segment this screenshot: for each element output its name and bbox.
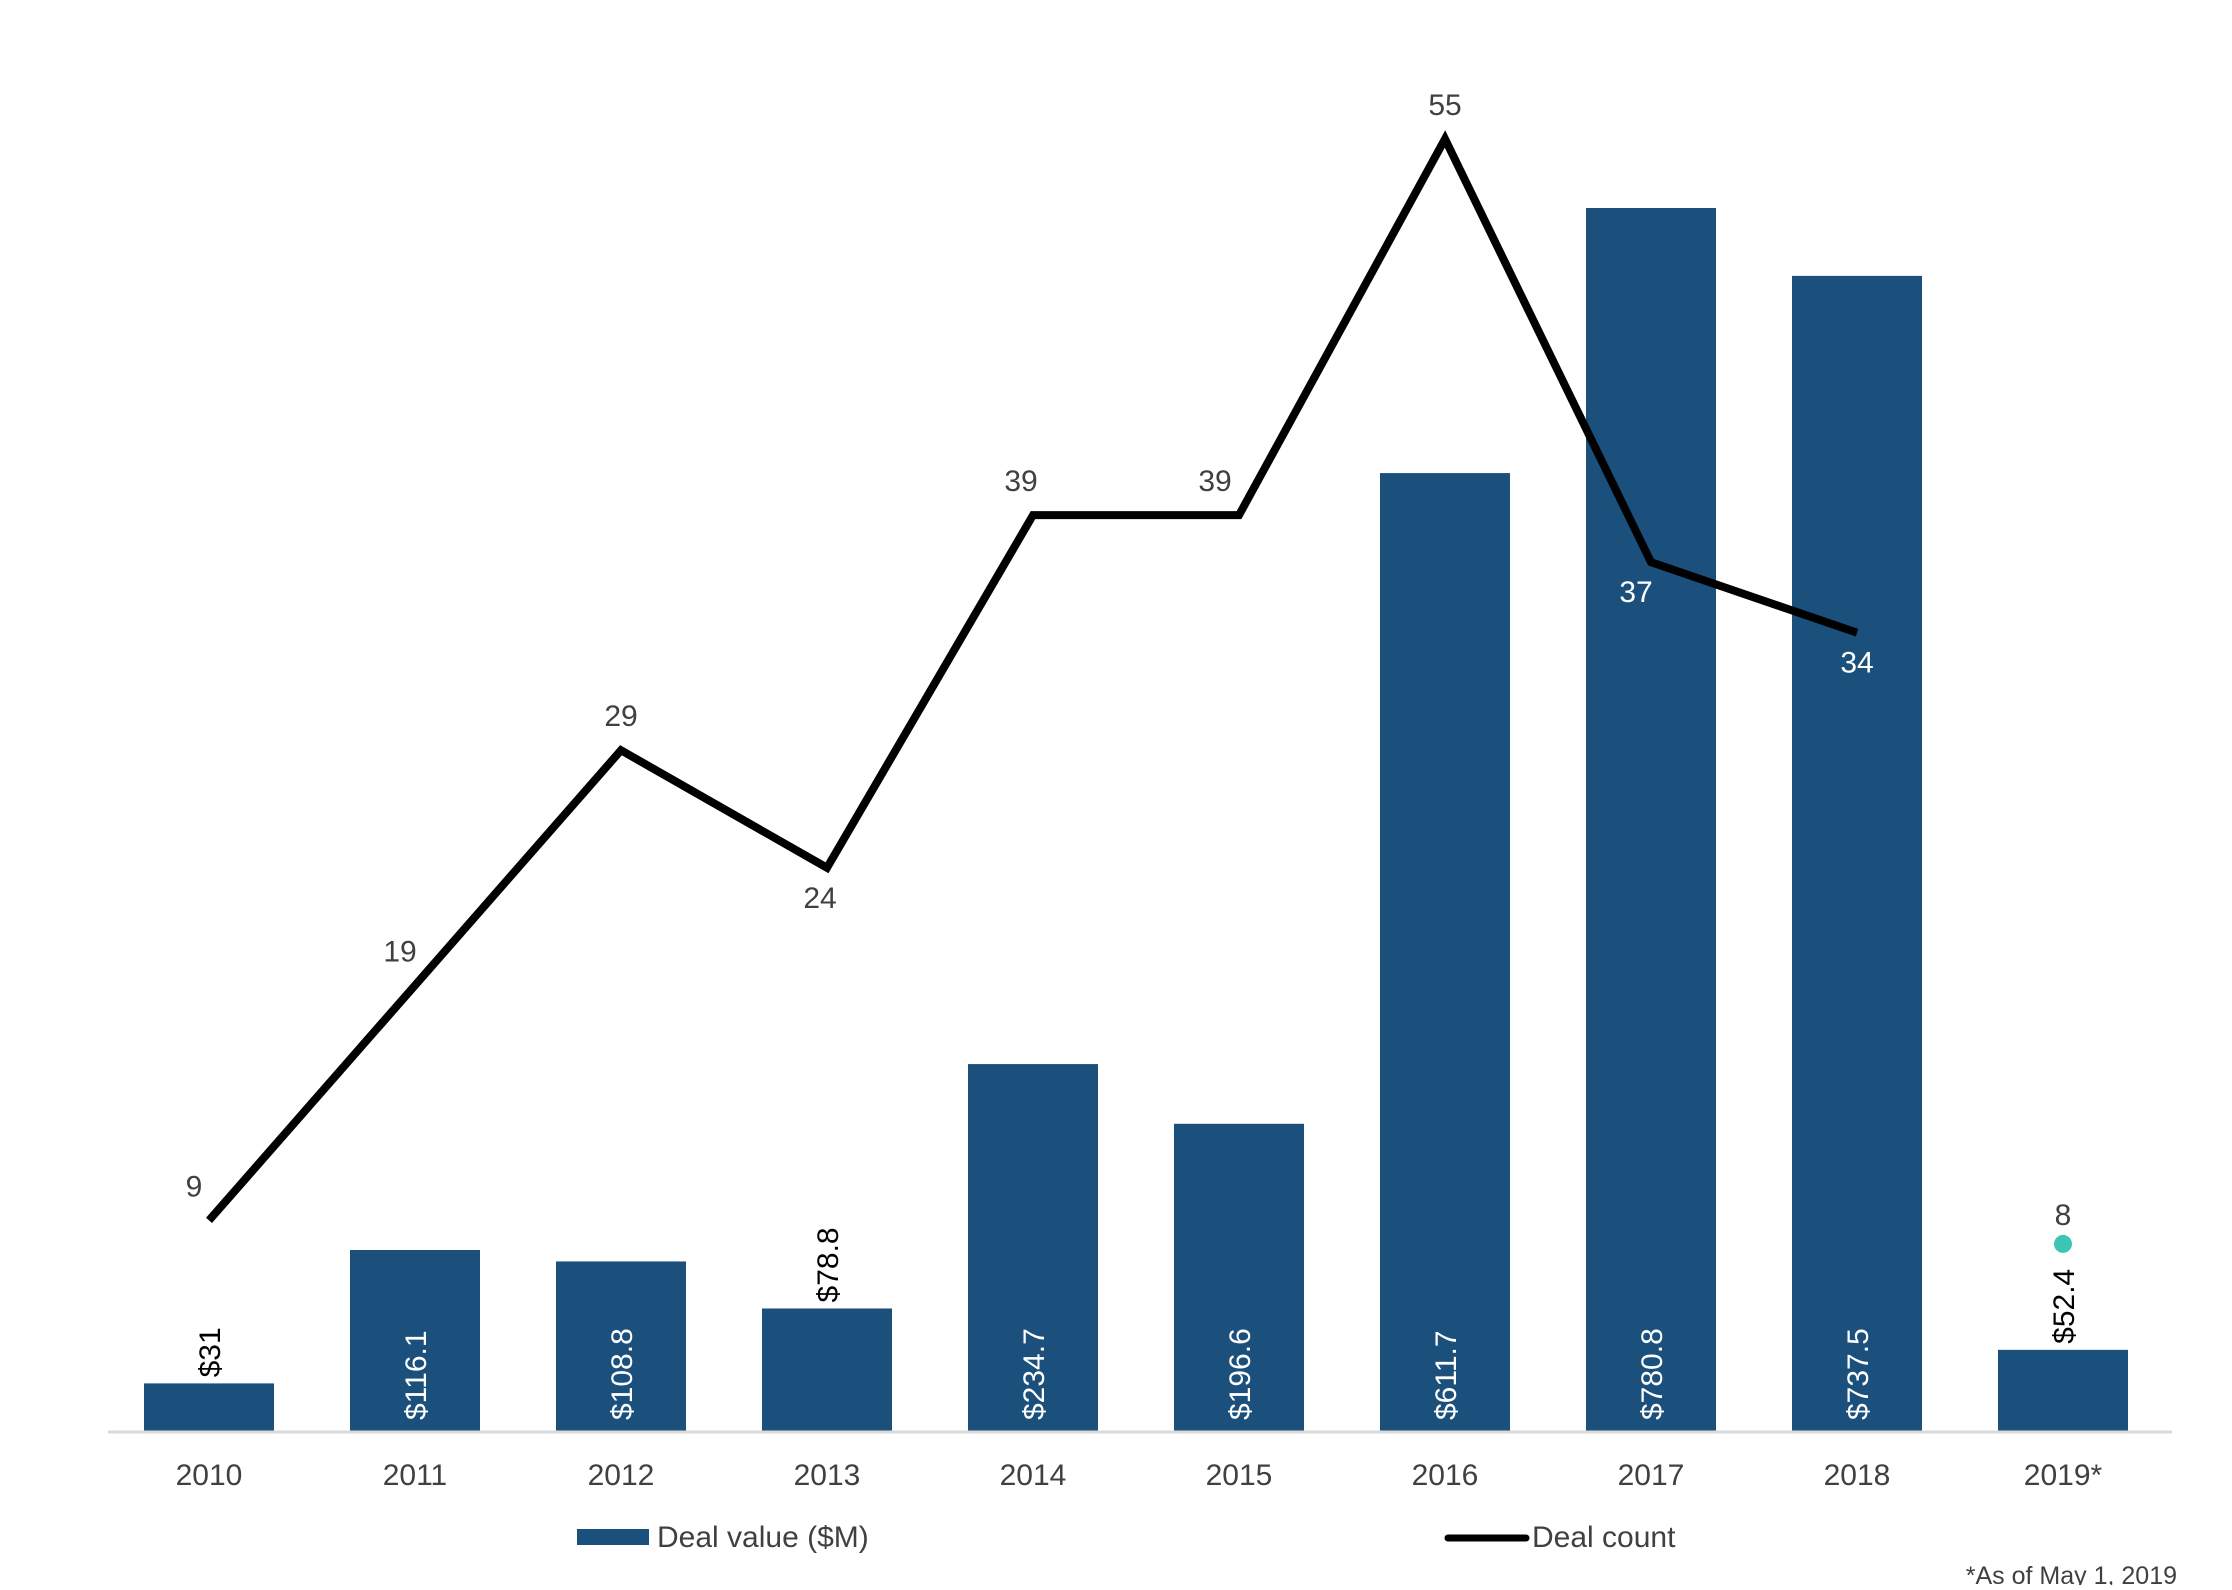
bar-value-label-2016: $611.7 — [1430, 1330, 1463, 1420]
bar-2017 — [1586, 208, 1716, 1432]
bar-value-label-2015: $196.6 — [1224, 1328, 1257, 1420]
x-tick-label-2011: 2011 — [383, 1459, 448, 1492]
bar-2019* — [1998, 1349, 2128, 1432]
bar-2012 — [556, 1261, 686, 1432]
x-tick-label-2013: 2013 — [794, 1459, 861, 1492]
labels-layer: $31 $116.1 $108.8 $78.8 $234.7 $196.6 $611.7 $7… — [186, 89, 2081, 1420]
bar-value-label-2012: $108.8 — [606, 1328, 639, 1420]
count-point-label-2019*: 8 — [2055, 1199, 2072, 1232]
line-layer — [205, 130, 2072, 1253]
count-label-2016: 55 — [1428, 89, 1461, 122]
count-label-2013: 24 — [803, 882, 836, 915]
deal-count-line — [205, 130, 1859, 1224]
x-tick-label-2014: 2014 — [1000, 1459, 1067, 1492]
bar-value-label-2013: $78.8 — [812, 1227, 845, 1302]
legend-bar-swatch — [577, 1529, 649, 1545]
bar-value-label-2011: $116.1 — [400, 1330, 433, 1420]
footnote: *As of May 1, 2019 — [1966, 1562, 2177, 1585]
bar-2010 — [144, 1383, 274, 1432]
bar-2011 — [350, 1249, 480, 1432]
count-label-2014: 39 — [1004, 465, 1037, 498]
bars-layer — [144, 208, 2128, 1433]
bar-2016 — [1380, 473, 1510, 1432]
x-tick-label-2018: 2018 — [1824, 1459, 1891, 1492]
legend: Deal value ($M) Deal count — [577, 1521, 1676, 1554]
x-tick-label-2019*: 2019* — [2024, 1459, 2103, 1492]
count-label-2017: 37 — [1619, 576, 1652, 609]
bar-value-label-2014: $234.7 — [1018, 1328, 1051, 1420]
x-tick-label-2017: 2017 — [1618, 1459, 1685, 1492]
count-point-2019* — [2054, 1234, 2072, 1253]
x-tick-label-2015: 2015 — [1206, 1459, 1273, 1492]
bar-2013 — [762, 1308, 892, 1432]
count-label-2012: 29 — [604, 700, 637, 733]
count-label-2018: 34 — [1840, 647, 1873, 680]
x-tick-label-2012: 2012 — [588, 1459, 655, 1492]
bar-value-label-2010: $31 — [194, 1327, 227, 1377]
count-label-2010: 9 — [186, 1170, 203, 1203]
bar-value-label-2018: $737.5 — [1842, 1328, 1875, 1420]
count-label-2011: 19 — [383, 935, 416, 968]
bar-2018 — [1792, 275, 1922, 1433]
legend-line-label: Deal count — [1532, 1521, 1676, 1554]
axis-layer: 2010 2011 2012 2013 2014 2015 2016 2017 2018 2019… — [108, 1430, 2172, 1492]
legend-bar-label: Deal value ($M) — [657, 1521, 869, 1554]
x-tick-label-2016: 2016 — [1412, 1459, 1479, 1492]
count-label-2015: 39 — [1198, 465, 1231, 498]
bar-value-label-2017: $780.8 — [1636, 1328, 1669, 1420]
bar-value-label-2019*: $52.4 — [2048, 1269, 2081, 1344]
bar-2015 — [1174, 1123, 1304, 1432]
x-tick-label-2010: 2010 — [176, 1459, 243, 1492]
bar-2014 — [968, 1064, 1098, 1432]
